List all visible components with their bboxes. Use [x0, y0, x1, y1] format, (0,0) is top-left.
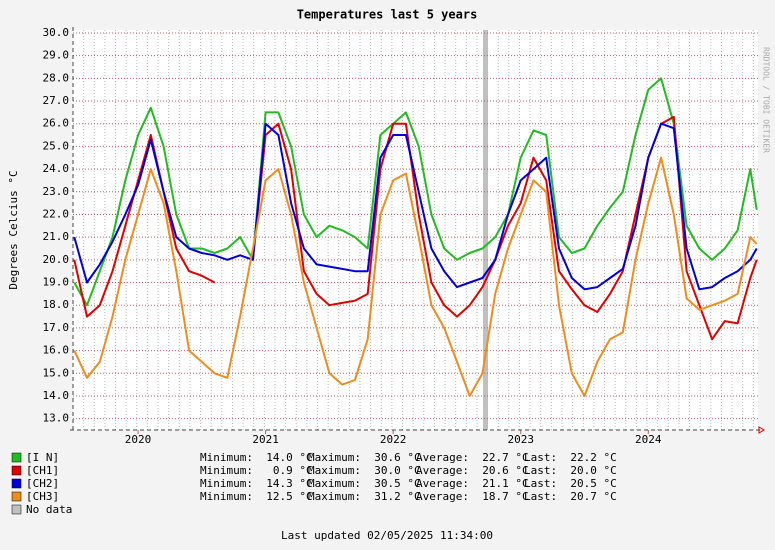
watermark: RRDTOOL / TOBI OETIKER [762, 47, 771, 153]
x-tick-label: 2022 [380, 433, 407, 446]
legend-swatch [11, 504, 22, 515]
y-tick-label: 15.0 [43, 366, 70, 379]
x-tick-label: 2024 [635, 433, 662, 446]
stat-text: Average: 18.7 °C [416, 490, 529, 503]
y-tick-label: 30.0 [43, 26, 70, 39]
stat-text: Minimum: 12.5 °C [200, 490, 313, 503]
stat-text: Last: 20.7 °C [524, 490, 617, 503]
legend-label: [CH3] [26, 490, 59, 503]
legend-swatch [11, 465, 22, 476]
footer: Last updated 02/05/2025 11:34:00 [281, 529, 493, 542]
series-line [73, 156, 758, 397]
y-axis-label: Degrees Celcius °C [7, 170, 20, 289]
stat-text: Average: 21.1 °C [416, 477, 529, 490]
series-line [73, 122, 758, 291]
stat-text: Average: 22.7 °C [416, 451, 529, 464]
stat-text: Last: 20.0 °C [524, 464, 617, 477]
y-tick-label: 14.0 [43, 389, 70, 402]
legend-label: [CH2] [26, 477, 59, 490]
stat-text: Maximum: 30.0 °C [308, 464, 421, 477]
legend-label: [I N] [26, 451, 59, 464]
stat-text: Minimum: 14.0 °C [200, 451, 313, 464]
y-tick-label: 17.0 [43, 321, 70, 334]
stat-text: Average: 20.6 °C [416, 464, 529, 477]
legend-label: No data [26, 503, 72, 516]
stat-text: Maximum: 30.6 °C [308, 451, 421, 464]
plot-area [73, 30, 758, 430]
y-tick-label: 21.0 [43, 230, 70, 243]
legend-swatch [11, 491, 22, 502]
y-tick-label: 19.0 [43, 276, 70, 289]
y-tick-label: 26.0 [43, 117, 70, 130]
y-tick-label: 20.0 [43, 253, 70, 266]
stat-text: Minimum: 14.3 °C [200, 477, 313, 490]
x-tick-label: 2021 [252, 433, 279, 446]
y-tick-label: 23.0 [43, 185, 70, 198]
stat-text: Minimum: 0.9 °C [200, 464, 313, 477]
legend-swatch [11, 452, 22, 463]
y-tick-label: 24.0 [43, 162, 70, 175]
no-data-band [483, 30, 488, 430]
x-tick-label: 2020 [125, 433, 152, 446]
y-tick-label: 29.0 [43, 49, 70, 62]
y-tick-label: 18.0 [43, 298, 70, 311]
stat-text: Maximum: 31.2 °C [308, 490, 421, 503]
y-tick-label: 27.0 [43, 94, 70, 107]
stat-text: Last: 22.2 °C [524, 451, 617, 464]
y-tick-label: 25.0 [43, 139, 70, 152]
stat-text: Last: 20.5 °C [524, 477, 617, 490]
y-tick-label: 28.0 [43, 71, 70, 84]
y-tick-label: 16.0 [43, 344, 70, 357]
chart-title: Temperatures last 5 years [297, 8, 478, 22]
y-tick-label: 13.0 [43, 412, 70, 425]
x-tick-label: 2023 [507, 433, 534, 446]
legend-label: [CH1] [26, 464, 59, 477]
y-tick-label: 22.0 [43, 207, 70, 220]
legend-swatch [11, 478, 22, 489]
stat-text: Maximum: 30.5 °C [308, 477, 421, 490]
axis-arrow [758, 426, 765, 434]
